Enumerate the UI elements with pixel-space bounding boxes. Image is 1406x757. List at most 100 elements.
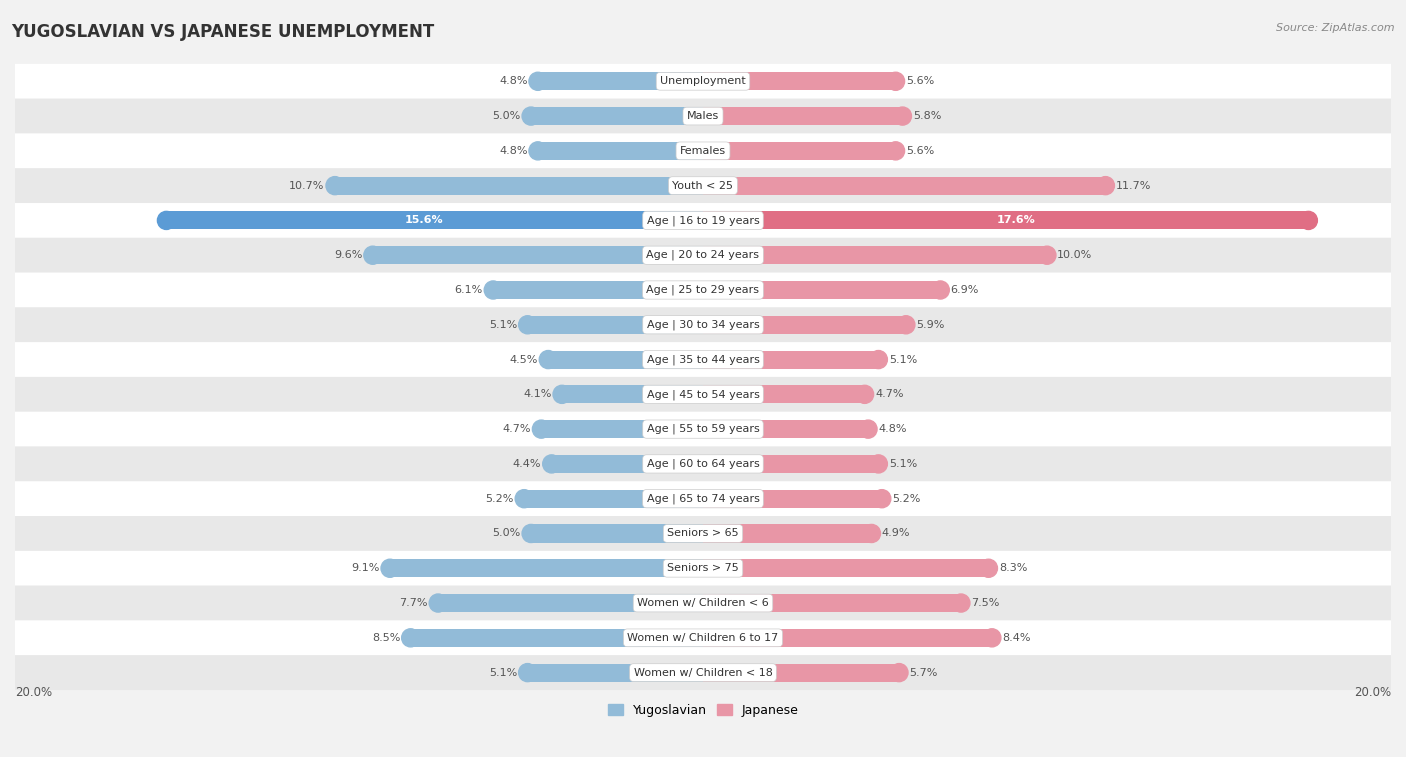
Text: Women w/ Children 6 to 17: Women w/ Children 6 to 17 — [627, 633, 779, 643]
Circle shape — [157, 211, 176, 229]
Text: 5.7%: 5.7% — [910, 668, 938, 678]
Text: Males: Males — [688, 111, 718, 121]
Text: Age | 16 to 19 years: Age | 16 to 19 years — [647, 215, 759, 226]
Bar — [703, 629, 993, 647]
Circle shape — [894, 107, 911, 125]
Text: 5.1%: 5.1% — [489, 319, 517, 330]
FancyBboxPatch shape — [15, 412, 1391, 447]
FancyBboxPatch shape — [15, 307, 1391, 342]
Circle shape — [522, 525, 540, 543]
Circle shape — [529, 72, 547, 90]
Bar — [703, 490, 882, 508]
Bar — [411, 629, 703, 647]
Text: 7.7%: 7.7% — [399, 598, 427, 608]
Circle shape — [931, 281, 949, 299]
Bar — [541, 420, 703, 438]
Bar — [373, 246, 703, 264]
FancyBboxPatch shape — [15, 98, 1391, 133]
Circle shape — [980, 559, 997, 578]
Text: 4.8%: 4.8% — [499, 146, 527, 156]
Text: 9.6%: 9.6% — [335, 251, 363, 260]
Circle shape — [869, 455, 887, 473]
FancyBboxPatch shape — [15, 377, 1391, 412]
Text: Age | 45 to 54 years: Age | 45 to 54 years — [647, 389, 759, 400]
Text: 9.1%: 9.1% — [352, 563, 380, 573]
Text: 10.0%: 10.0% — [1057, 251, 1092, 260]
Text: 5.1%: 5.1% — [889, 459, 917, 469]
Circle shape — [429, 594, 447, 612]
Circle shape — [484, 281, 502, 299]
Text: 5.6%: 5.6% — [905, 76, 934, 86]
Text: Age | 65 to 74 years: Age | 65 to 74 years — [647, 494, 759, 504]
Bar — [551, 455, 703, 473]
Bar — [494, 281, 703, 299]
Bar — [703, 211, 1309, 229]
Text: 5.1%: 5.1% — [489, 668, 517, 678]
Circle shape — [515, 490, 533, 508]
Circle shape — [553, 385, 571, 403]
Circle shape — [522, 107, 540, 125]
Text: 6.9%: 6.9% — [950, 285, 979, 295]
FancyBboxPatch shape — [15, 64, 1391, 98]
Text: Women w/ Children < 18: Women w/ Children < 18 — [634, 668, 772, 678]
Text: 11.7%: 11.7% — [1116, 181, 1152, 191]
Text: 17.6%: 17.6% — [997, 216, 1035, 226]
FancyBboxPatch shape — [15, 342, 1391, 377]
Bar — [548, 350, 703, 369]
FancyBboxPatch shape — [15, 551, 1391, 586]
Text: Age | 55 to 59 years: Age | 55 to 59 years — [647, 424, 759, 435]
Bar — [703, 72, 896, 90]
FancyBboxPatch shape — [15, 586, 1391, 621]
FancyBboxPatch shape — [15, 516, 1391, 551]
FancyBboxPatch shape — [15, 203, 1391, 238]
Bar — [166, 211, 703, 229]
Bar — [703, 350, 879, 369]
Circle shape — [529, 142, 547, 160]
Text: 8.3%: 8.3% — [998, 563, 1028, 573]
FancyBboxPatch shape — [15, 168, 1391, 203]
Text: 20.0%: 20.0% — [1354, 687, 1391, 699]
Circle shape — [519, 664, 537, 681]
Text: Seniors > 65: Seniors > 65 — [668, 528, 738, 538]
Circle shape — [887, 72, 904, 90]
Text: Source: ZipAtlas.com: Source: ZipAtlas.com — [1277, 23, 1395, 33]
Text: Age | 20 to 24 years: Age | 20 to 24 years — [647, 250, 759, 260]
Circle shape — [952, 594, 970, 612]
FancyBboxPatch shape — [15, 238, 1391, 273]
Bar — [439, 594, 703, 612]
Text: Unemployment: Unemployment — [661, 76, 745, 86]
Circle shape — [1097, 176, 1115, 195]
Text: 5.0%: 5.0% — [492, 528, 520, 538]
Text: Age | 60 to 64 years: Age | 60 to 64 years — [647, 459, 759, 469]
Text: 17.6%: 17.6% — [1319, 216, 1358, 226]
Bar — [703, 420, 868, 438]
FancyBboxPatch shape — [15, 133, 1391, 168]
Bar — [703, 142, 896, 160]
Bar — [703, 316, 905, 334]
Text: 4.9%: 4.9% — [882, 528, 910, 538]
Bar — [531, 525, 703, 543]
Circle shape — [326, 176, 344, 195]
Text: 4.4%: 4.4% — [513, 459, 541, 469]
Bar — [703, 525, 872, 543]
Bar — [703, 281, 941, 299]
Text: 6.1%: 6.1% — [454, 285, 482, 295]
Circle shape — [863, 525, 880, 543]
Circle shape — [873, 490, 891, 508]
Text: 4.5%: 4.5% — [509, 354, 538, 365]
Text: Age | 35 to 44 years: Age | 35 to 44 years — [647, 354, 759, 365]
Bar — [703, 246, 1047, 264]
Circle shape — [869, 350, 887, 369]
Bar — [562, 385, 703, 403]
Circle shape — [887, 142, 904, 160]
Circle shape — [983, 629, 1001, 647]
Text: 5.8%: 5.8% — [912, 111, 941, 121]
Text: 4.7%: 4.7% — [875, 389, 904, 400]
Bar — [335, 176, 703, 195]
Bar — [703, 559, 988, 578]
Text: YUGOSLAVIAN VS JAPANESE UNEMPLOYMENT: YUGOSLAVIAN VS JAPANESE UNEMPLOYMENT — [11, 23, 434, 41]
Circle shape — [897, 316, 915, 334]
Text: 15.6%: 15.6% — [118, 216, 156, 226]
FancyBboxPatch shape — [15, 481, 1391, 516]
Text: Age | 25 to 29 years: Age | 25 to 29 years — [647, 285, 759, 295]
